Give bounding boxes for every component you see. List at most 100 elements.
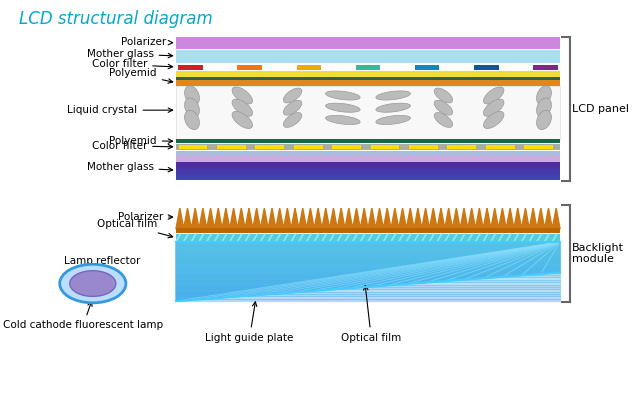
FancyBboxPatch shape [533,65,557,70]
FancyBboxPatch shape [176,170,560,171]
Ellipse shape [232,87,253,104]
Text: Color filter: Color filter [92,141,173,151]
Polygon shape [176,244,560,247]
Polygon shape [176,287,560,289]
FancyBboxPatch shape [447,145,476,149]
Text: Optical film: Optical film [97,220,173,238]
FancyBboxPatch shape [176,177,560,179]
FancyBboxPatch shape [255,145,284,149]
Text: Polarizer: Polarizer [121,37,173,47]
FancyBboxPatch shape [176,165,560,166]
FancyBboxPatch shape [474,65,499,70]
FancyBboxPatch shape [176,169,560,170]
Ellipse shape [326,91,360,100]
FancyBboxPatch shape [176,64,560,71]
FancyBboxPatch shape [296,65,321,70]
Ellipse shape [434,100,452,115]
Text: LCD panel: LCD panel [572,104,628,114]
FancyBboxPatch shape [176,144,560,150]
FancyBboxPatch shape [294,145,323,149]
FancyBboxPatch shape [237,65,262,70]
Ellipse shape [483,111,504,129]
FancyBboxPatch shape [356,65,380,70]
Ellipse shape [60,264,126,303]
Ellipse shape [434,113,452,127]
Text: Backlight
module: Backlight module [572,243,623,264]
Polygon shape [176,242,560,244]
FancyBboxPatch shape [176,168,560,169]
Polygon shape [176,299,560,301]
Text: Optical film: Optical film [341,286,401,343]
Polygon shape [176,266,560,268]
Ellipse shape [184,86,200,105]
Ellipse shape [376,91,410,100]
Polygon shape [176,294,560,296]
FancyBboxPatch shape [176,176,560,177]
Text: Mother glass: Mother glass [86,162,173,172]
FancyBboxPatch shape [176,173,560,174]
FancyBboxPatch shape [524,145,553,149]
Polygon shape [176,292,560,294]
Ellipse shape [284,113,302,127]
Text: Lamp reflector: Lamp reflector [65,256,141,278]
FancyBboxPatch shape [415,65,440,70]
FancyBboxPatch shape [179,65,203,70]
FancyBboxPatch shape [176,167,560,169]
FancyBboxPatch shape [176,171,560,173]
FancyBboxPatch shape [176,163,560,164]
FancyBboxPatch shape [176,164,560,165]
Ellipse shape [434,88,452,103]
FancyBboxPatch shape [176,37,560,49]
Polygon shape [176,254,560,256]
FancyBboxPatch shape [176,156,560,162]
FancyBboxPatch shape [176,86,560,139]
Ellipse shape [376,103,410,112]
FancyBboxPatch shape [176,172,560,173]
Text: Mother glass: Mother glass [86,49,173,59]
Ellipse shape [284,100,302,115]
Polygon shape [176,296,560,299]
FancyBboxPatch shape [217,145,246,149]
Ellipse shape [483,99,504,116]
FancyBboxPatch shape [176,175,560,176]
FancyBboxPatch shape [179,145,207,149]
FancyBboxPatch shape [176,171,560,172]
Ellipse shape [232,99,253,116]
Polygon shape [176,282,560,284]
Polygon shape [176,249,560,251]
Ellipse shape [536,86,552,105]
FancyBboxPatch shape [176,166,560,168]
FancyBboxPatch shape [176,71,560,77]
Ellipse shape [284,88,302,103]
FancyBboxPatch shape [176,228,560,233]
FancyBboxPatch shape [176,139,560,143]
Polygon shape [176,263,560,266]
FancyBboxPatch shape [176,50,560,63]
Text: Color filter: Color filter [92,60,173,69]
Polygon shape [176,280,560,282]
Polygon shape [176,271,560,273]
Text: Liquid crystal: Liquid crystal [67,105,173,115]
Polygon shape [176,251,560,254]
FancyBboxPatch shape [332,145,361,149]
FancyBboxPatch shape [176,178,560,180]
Polygon shape [176,277,560,280]
FancyBboxPatch shape [409,145,438,149]
Polygon shape [176,256,560,259]
Polygon shape [176,284,560,287]
Text: Light guide plate: Light guide plate [205,302,294,343]
Ellipse shape [232,111,253,129]
Text: Cold cathode fluorescent lamp: Cold cathode fluorescent lamp [3,302,163,330]
FancyBboxPatch shape [176,164,560,166]
Text: Polyemid: Polyemid [109,136,173,146]
Ellipse shape [326,115,360,124]
Ellipse shape [184,98,200,118]
FancyBboxPatch shape [176,234,560,242]
FancyBboxPatch shape [176,77,560,80]
Polygon shape [176,261,560,263]
Polygon shape [176,242,560,301]
Ellipse shape [536,98,552,118]
Ellipse shape [376,115,410,124]
FancyBboxPatch shape [176,151,560,156]
FancyBboxPatch shape [176,174,560,175]
